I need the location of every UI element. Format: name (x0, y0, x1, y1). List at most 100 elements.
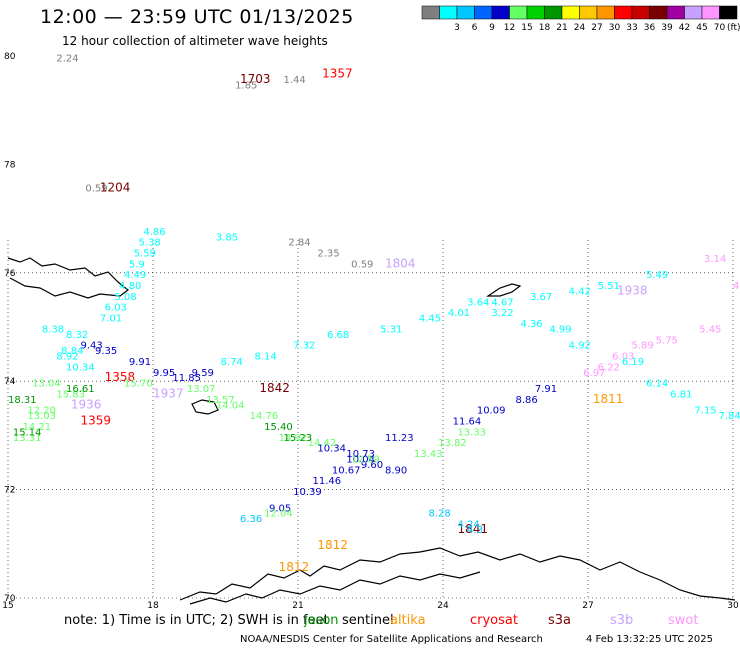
wave-height-label: 4.86 (143, 227, 165, 238)
wave-height-label: 8.74 (221, 357, 243, 368)
lat-tick-label: 70 (4, 594, 16, 604)
color-legend: 3 6 9 12 15 18 21 24 27 30 33 36 39 42 45 70 (ft) (421, 5, 740, 33)
wave-height-label: 4.67 (733, 281, 740, 292)
wave-height-label: 7.91 (535, 384, 557, 395)
norway-coast (179, 547, 736, 601)
wave-height-label: 13.07 (187, 384, 216, 395)
pass-time-label: 1358 (105, 370, 136, 384)
wave-height-label: 8.38 (42, 324, 64, 335)
pass-time-label: 1938 (617, 283, 648, 297)
wave-height-label: 14.04 (216, 400, 245, 411)
pass-time-label: 1841 (458, 522, 489, 536)
legend-tick-label: 39 (661, 23, 673, 33)
wave-height-label: 4.45 (419, 314, 441, 325)
wave-height-label: 6.68 (327, 330, 349, 341)
wave-height-label: 8.14 (255, 352, 277, 363)
pass-time-label: 1936 (71, 397, 102, 411)
wave-height-label: 8.86 (516, 395, 538, 406)
wave-height-label: 10.73 (346, 449, 375, 460)
wave-height-label: 13.33 (458, 427, 487, 438)
wave-height-label: 6.03 (105, 303, 127, 314)
legend-swatch (719, 5, 738, 20)
lon-tick-label: 21 (292, 601, 303, 611)
wave-height-label: 15.23 (284, 433, 313, 444)
map-title: 12:00 — 23:59 UTC 01/13/2025 (40, 6, 354, 28)
pass-time-label: 1804 (385, 256, 416, 270)
lat-tick-label: 76 (4, 269, 16, 279)
legend-tick-label: 3 (454, 23, 460, 33)
bear-island (191, 399, 219, 415)
wave-height-label: 4.80 (119, 281, 141, 292)
wave-height-label: 12.59 (351, 455, 380, 466)
legend-tick-label: 36 (644, 23, 656, 33)
wave-height-label: 9.59 (192, 368, 214, 379)
wave-height-label: 10.09 (477, 406, 506, 417)
satellite-name-s3a: s3a (548, 613, 572, 628)
wave-height-label: 12.04 (264, 509, 293, 520)
lon-tick-label: 27 (582, 601, 593, 611)
wave-height-label: 15.70 (124, 379, 153, 390)
wave-height-label: 8.92 (56, 352, 78, 363)
legend-unit: (ft) (727, 23, 740, 33)
satellite-name-swot: swot (668, 613, 699, 628)
wave-height-label: 2.24 (56, 53, 78, 64)
pass-time-label: 1357 (322, 67, 353, 81)
satellite-name-altika: altika (390, 613, 426, 628)
map-subtitle: 12 hour collection of altimeter wave hei… (62, 34, 328, 48)
wave-height-label: 9.91 (129, 357, 151, 368)
wave-height-label: 0.59 (85, 184, 107, 195)
legend-tick-label: 30 (609, 23, 621, 33)
generation-timestamp: 4 Feb 13:32:25 UTC 2025 (586, 634, 713, 645)
wave-height-label: 4.99 (549, 324, 571, 335)
wave-height-label: 6.81 (670, 389, 692, 400)
wave-height-label: 7.32 (293, 341, 315, 352)
wave-height-label: 10.67 (332, 465, 361, 476)
wave-height-label: 9.60 (361, 460, 383, 471)
wave-height-label: 5.9 (129, 259, 145, 270)
wave-height-label: 9.95 (153, 368, 175, 379)
wave-height-label: 18.31 (8, 395, 37, 406)
wave-height-label: 13.03 (27, 411, 56, 422)
wave-height-label: 5.59 (134, 249, 156, 260)
wave-height-label: 5.45 (699, 324, 721, 335)
lat-lon-grid: 15 18 21 24 27 30 80 78 76 74 72 70 (2, 52, 739, 611)
wave-height-label: 4.3 (467, 525, 483, 536)
wave-height-label: 15.83 (56, 389, 85, 400)
pass-time-label: 1359 (81, 414, 112, 428)
lon-tick-label: 18 (147, 601, 159, 611)
wave-height-label: 8.84 (61, 346, 83, 357)
kong-karls-land (486, 283, 522, 297)
wave-height-label: 14.76 (250, 411, 279, 422)
wave-height-label: 7.15 (694, 406, 716, 417)
lat-tick-label: 72 (4, 486, 15, 496)
legend-tick-label: 6 (472, 23, 478, 33)
legend-tick-label: 45 (696, 23, 707, 33)
wave-height-label: 11.46 (313, 476, 342, 487)
wave-height-label: 3.67 (530, 292, 552, 303)
wave-height-label: 4.92 (569, 341, 591, 352)
wave-height-label: 9.35 (95, 346, 117, 357)
legend-tick-label: 27 (591, 23, 602, 33)
svalbard-coast (7, 257, 129, 299)
wave-height-label: 12.20 (27, 406, 56, 417)
wave-height-label: 10.34 (317, 444, 346, 455)
wave-height-label: 4.49 (124, 270, 146, 281)
legend-tick-label: 70 (714, 23, 726, 33)
lat-tick-label: 78 (4, 160, 16, 170)
wave-height-label: 3.22 (491, 308, 513, 319)
wave-height-label: 5.75 (656, 335, 678, 346)
wave-height-label: 0.59 (351, 259, 373, 270)
wave-height-label: 13.04 (32, 379, 61, 390)
satellite-name-s3b: s3b (610, 613, 634, 628)
wave-height-label: 5.31 (380, 324, 402, 335)
wave-height-label: 6.03 (612, 352, 634, 363)
wave-height-label: 13.31 (13, 433, 42, 444)
wave-height-label: 5.49 (646, 270, 668, 281)
wave-height-label: 13.82 (438, 438, 467, 449)
pass-time-label: 1703 (240, 72, 271, 86)
wave-height-label: 8.90 (385, 465, 407, 476)
wave-height-label: 5.89 (632, 341, 654, 352)
wave-height-label: 16.61 (66, 384, 95, 395)
wave-height-label: 10.04 (346, 455, 375, 466)
wave-height-label: 5.38 (139, 238, 161, 249)
